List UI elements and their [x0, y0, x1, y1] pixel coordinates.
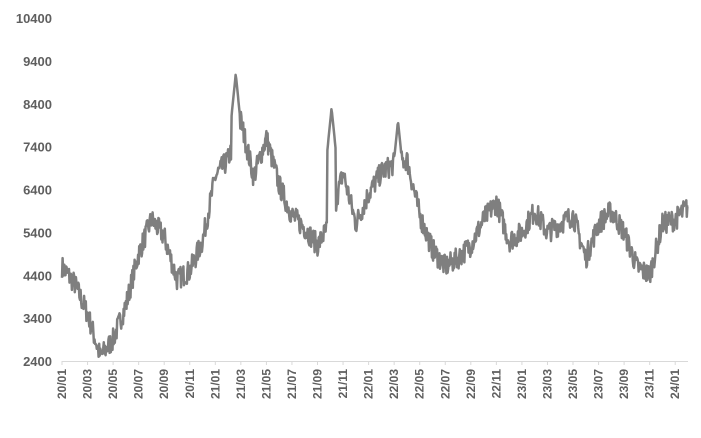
series-line — [60, 73, 689, 359]
y-tick-label: 5400 — [23, 225, 52, 240]
x-tick-label: 23/03 — [540, 369, 554, 399]
x-tick-label: 20/07 — [132, 369, 146, 399]
x-tick-label: 23/05 — [566, 369, 580, 399]
x-tick-label: 24/01 — [668, 369, 682, 399]
x-tick-label: 20/05 — [106, 369, 120, 399]
x-tick-label: 23/01 — [515, 369, 529, 399]
x-tick-label: 22/05 — [413, 369, 427, 399]
y-tick-label: 10400 — [16, 11, 52, 26]
x-tick-label: 20/01 — [55, 369, 69, 399]
x-tick-label: 22/11 — [489, 369, 503, 399]
x-tick-label: 22/03 — [387, 369, 401, 399]
x-tick-label: 21/05 — [259, 369, 273, 399]
x-tick-label: 22/01 — [362, 369, 376, 399]
y-tick-label: 4400 — [23, 268, 52, 283]
y-tick-label: 7400 — [23, 140, 52, 155]
y-tick-label: 3400 — [23, 311, 52, 326]
x-tick-label: 21/09 — [311, 369, 325, 399]
y-tick-label: 9400 — [23, 54, 52, 69]
y-axis-ticks: 2400 3400 4400 5400 6400 7400 8400 9400 10400 — [16, 11, 52, 369]
x-tick-label: 22/09 — [464, 369, 478, 399]
x-axis-ticks: 20/01 20/03 20/05 20/07 20/09 20/11 21/01 21/03… — [55, 361, 682, 399]
x-tick-label: 20/03 — [81, 369, 95, 399]
x-tick-label: 20/11 — [183, 369, 197, 399]
y-tick-label: 2400 — [23, 354, 52, 369]
x-tick-label: 22/07 — [438, 369, 452, 399]
x-tick-label: 21/03 — [234, 369, 248, 399]
x-tick-label: 21/01 — [208, 369, 222, 399]
x-tick-label: 21/07 — [285, 369, 299, 399]
y-tick-label: 8400 — [23, 97, 52, 112]
y-tick-label: 6400 — [23, 183, 52, 198]
x-tick-label: 23/07 — [592, 369, 606, 399]
x-tick-label: 21/11 — [336, 369, 350, 399]
x-tick-label: 23/09 — [617, 369, 631, 399]
x-tick-label: 20/09 — [157, 369, 171, 399]
x-tick-label: 23/11 — [643, 369, 657, 399]
